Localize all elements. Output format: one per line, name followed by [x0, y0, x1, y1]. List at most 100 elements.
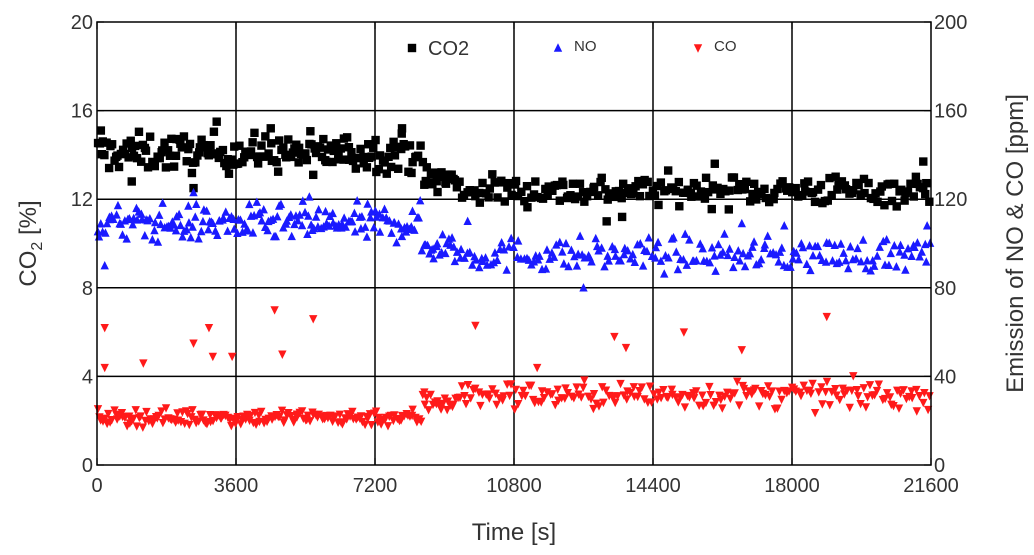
point-no [664, 253, 673, 262]
point-co [476, 401, 485, 411]
axis-ticks: 0 3600 7200 10800 14400 18000 2160004812162004… [71, 12, 968, 497]
point-co2 [725, 186, 734, 195]
point-co [139, 359, 148, 368]
point-co2 [490, 178, 499, 187]
point-co [132, 422, 141, 431]
point-no [148, 235, 157, 244]
point-co2 [204, 151, 213, 160]
point-co [360, 420, 370, 430]
point-no [499, 245, 509, 254]
point-co2 [892, 202, 901, 211]
point-co2 [713, 183, 722, 193]
point-no [410, 225, 419, 234]
point-no [380, 204, 389, 213]
point-no [579, 283, 588, 292]
point-co [277, 406, 287, 416]
point-co2 [816, 180, 826, 190]
point-co2 [286, 152, 296, 162]
point-no [896, 240, 905, 250]
point-co [853, 392, 863, 401]
point-no [429, 253, 438, 263]
point-co2 [791, 183, 800, 193]
point-co2 [617, 193, 626, 203]
point-co2 [873, 197, 882, 207]
point-co [463, 380, 473, 390]
point-co2 [890, 179, 899, 188]
point-co2 [342, 133, 352, 142]
point-no [638, 261, 648, 270]
point-co2 [573, 192, 583, 201]
point-co2 [623, 184, 633, 193]
point-co [233, 412, 242, 422]
point-co2 [369, 143, 378, 152]
point-co2 [134, 127, 144, 136]
point-co [420, 388, 429, 397]
y-left-tick-label: 4 [82, 366, 93, 388]
point-no [541, 264, 551, 273]
point-co2 [272, 157, 281, 167]
point-co2 [413, 151, 423, 160]
point-co [188, 406, 197, 415]
point-no [452, 247, 462, 256]
point-co2 [161, 163, 171, 172]
point-co2 [748, 189, 757, 199]
x-tick-label: 7200 [353, 475, 398, 497]
point-no [555, 237, 564, 247]
point-co2 [233, 159, 243, 168]
point-no [460, 253, 469, 262]
point-no [710, 251, 719, 260]
point-no [137, 209, 146, 218]
point-co [663, 393, 673, 403]
point-co [806, 389, 816, 399]
point-co [861, 403, 871, 412]
point-co2 [389, 137, 398, 147]
point-no [813, 241, 823, 251]
point-co2 [634, 176, 643, 186]
y-axis-right-label: Emission of NO & CO [ppm] [1002, 94, 1029, 393]
point-co [894, 404, 904, 413]
point-co2 [575, 179, 585, 188]
point-no [118, 230, 127, 239]
y-right-tick-label: 120 [934, 189, 967, 211]
point-no [853, 243, 862, 253]
point-co2 [100, 150, 109, 160]
point-no [392, 238, 401, 247]
point-no [449, 242, 458, 251]
point-no [155, 210, 164, 219]
point-co2 [141, 146, 151, 155]
point-co2 [656, 178, 666, 187]
point-co2 [359, 152, 368, 162]
point-co2 [544, 182, 553, 191]
point-co2 [284, 135, 293, 144]
point-co [194, 417, 203, 426]
point-no [387, 228, 396, 237]
point-no [113, 200, 123, 210]
point-no [352, 196, 362, 205]
point-co [420, 400, 430, 409]
point-co [817, 383, 826, 392]
point-co2 [692, 181, 701, 190]
point-no [174, 209, 184, 219]
point-co2 [96, 126, 106, 135]
point-co [510, 405, 519, 414]
point-co [915, 391, 924, 401]
point-co2 [240, 153, 249, 162]
point-no [802, 259, 811, 269]
point-co [104, 409, 113, 419]
point-co2 [864, 178, 873, 188]
point-no [858, 235, 868, 244]
x-tick-label: 10800 [486, 475, 542, 497]
point-no [798, 242, 808, 252]
point-no [875, 242, 884, 251]
point-co2 [602, 217, 611, 226]
point-co2 [382, 169, 391, 178]
point-no [158, 198, 167, 207]
point-co2 [169, 162, 179, 171]
point-co [303, 411, 313, 420]
point-co [278, 350, 287, 359]
point-co2 [841, 185, 851, 194]
point-co2 [326, 141, 336, 150]
point-co2 [315, 143, 325, 152]
point-co [227, 421, 236, 431]
point-no [828, 256, 837, 265]
